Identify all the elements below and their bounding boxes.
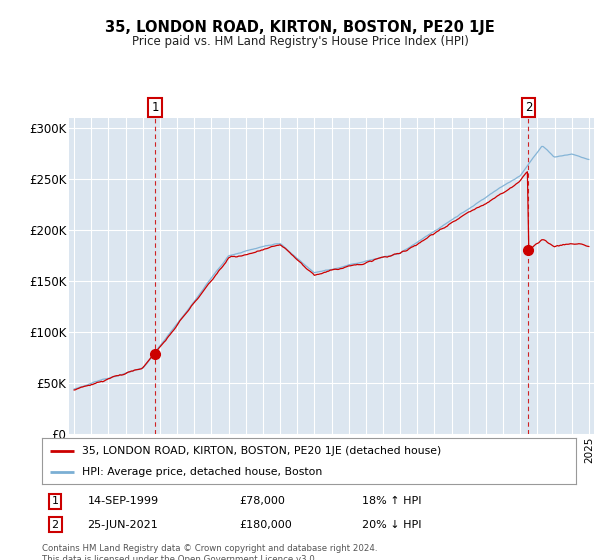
- Text: 14-SEP-1999: 14-SEP-1999: [88, 496, 158, 506]
- Text: 1: 1: [52, 496, 59, 506]
- Text: £78,000: £78,000: [239, 496, 286, 506]
- Text: 35, LONDON ROAD, KIRTON, BOSTON, PE20 1JE (detached house): 35, LONDON ROAD, KIRTON, BOSTON, PE20 1J…: [82, 446, 442, 456]
- Text: 2: 2: [52, 520, 59, 530]
- Text: HPI: Average price, detached house, Boston: HPI: Average price, detached house, Bost…: [82, 467, 322, 477]
- Text: £180,000: £180,000: [239, 520, 292, 530]
- Text: 18% ↑ HPI: 18% ↑ HPI: [362, 496, 422, 506]
- Text: Price paid vs. HM Land Registry's House Price Index (HPI): Price paid vs. HM Land Registry's House …: [131, 35, 469, 48]
- Text: Contains HM Land Registry data © Crown copyright and database right 2024.
This d: Contains HM Land Registry data © Crown c…: [42, 544, 377, 560]
- Text: 1: 1: [151, 101, 159, 114]
- Text: 25-JUN-2021: 25-JUN-2021: [88, 520, 158, 530]
- Text: 20% ↓ HPI: 20% ↓ HPI: [362, 520, 422, 530]
- Text: 35, LONDON ROAD, KIRTON, BOSTON, PE20 1JE: 35, LONDON ROAD, KIRTON, BOSTON, PE20 1J…: [105, 20, 495, 35]
- Text: 2: 2: [525, 101, 532, 114]
